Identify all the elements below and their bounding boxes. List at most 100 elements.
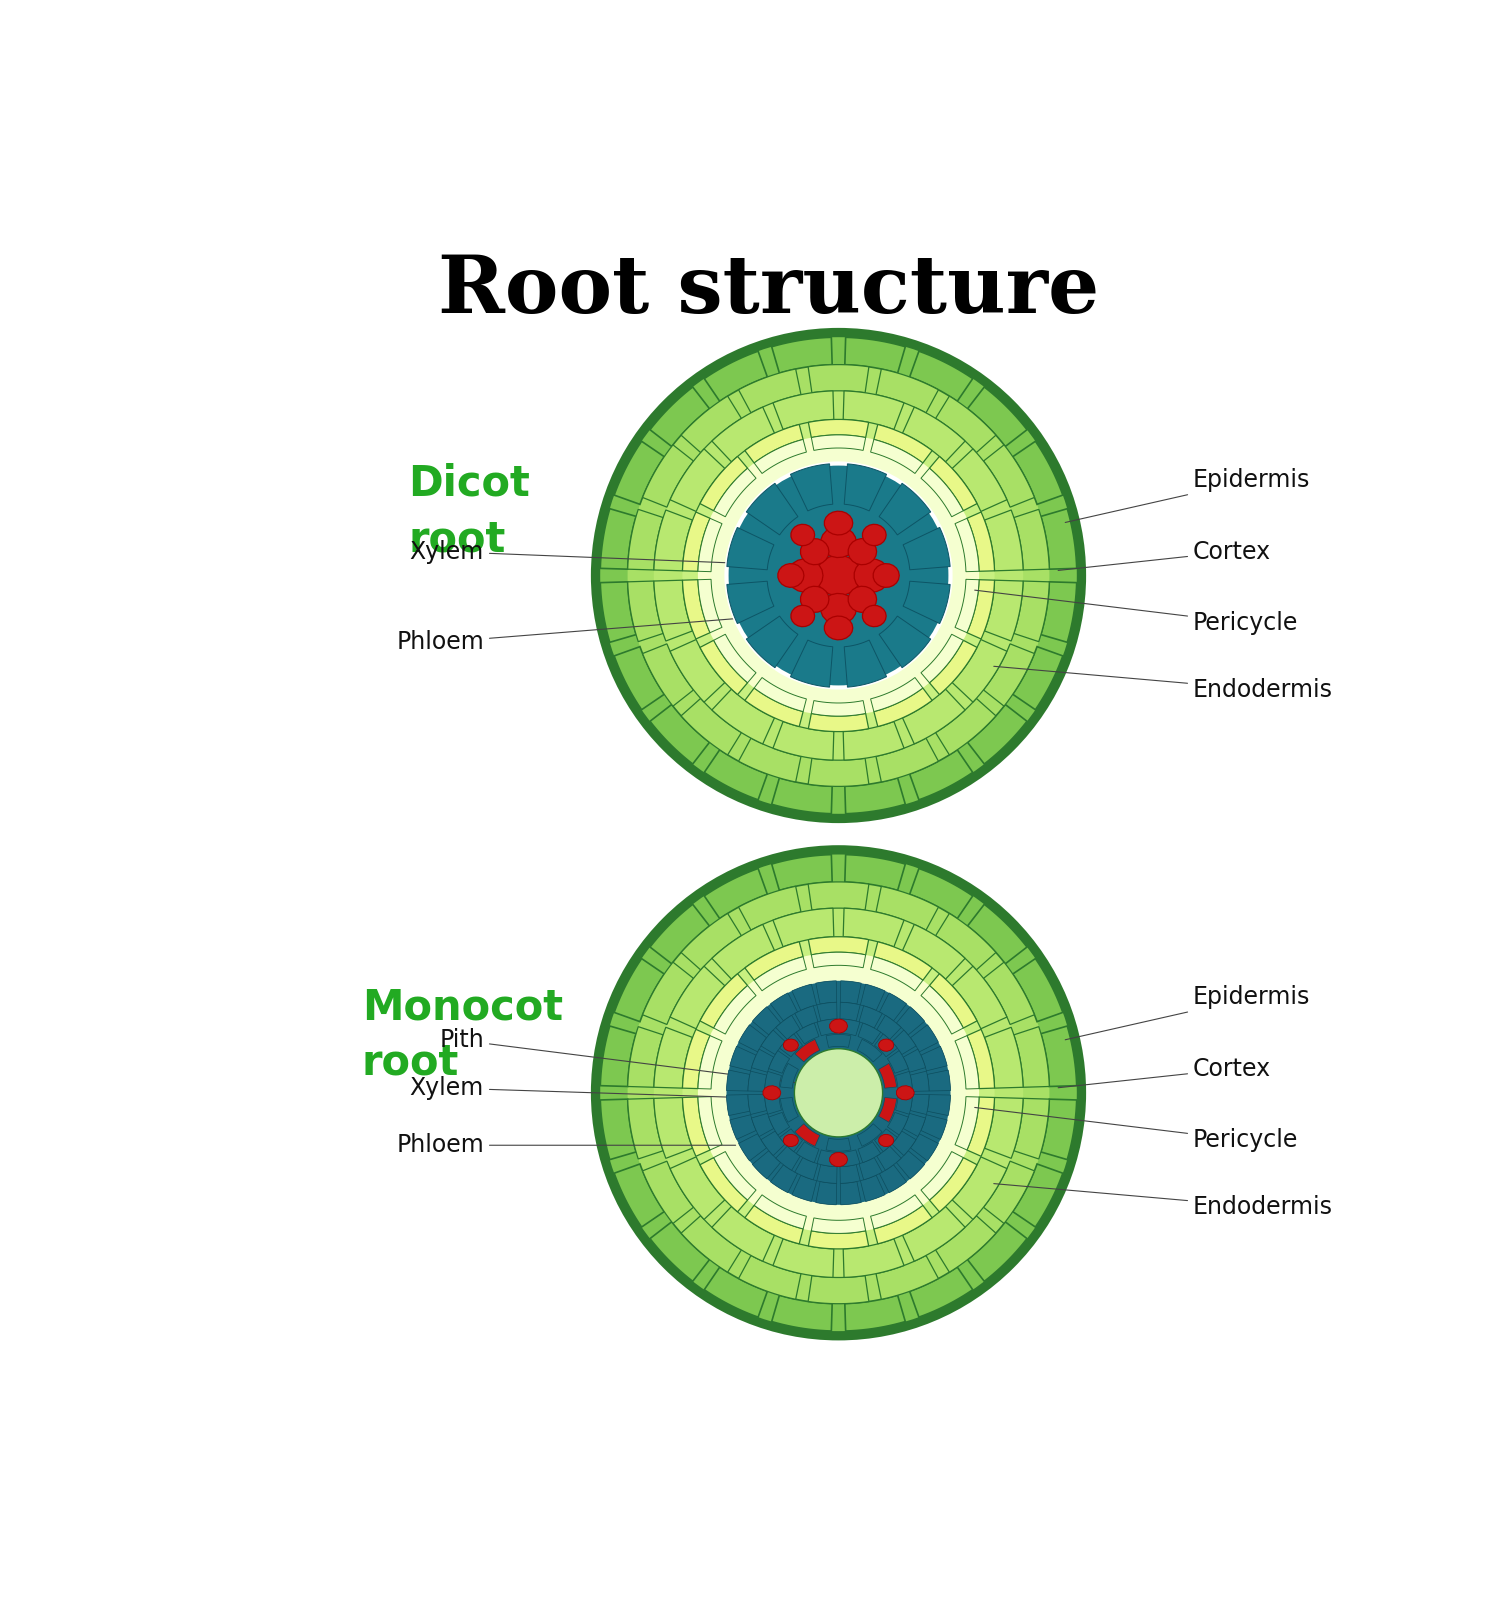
Polygon shape <box>780 1098 798 1122</box>
Polygon shape <box>968 1098 994 1157</box>
Polygon shape <box>772 390 834 429</box>
Polygon shape <box>952 966 1006 1029</box>
Polygon shape <box>874 1034 897 1058</box>
Polygon shape <box>780 1128 802 1152</box>
Polygon shape <box>780 1034 802 1058</box>
Polygon shape <box>776 1016 801 1040</box>
Text: Endodermis: Endodermis <box>994 666 1334 702</box>
Polygon shape <box>909 869 972 918</box>
Polygon shape <box>705 1267 768 1317</box>
Polygon shape <box>830 1152 848 1166</box>
Text: Cortex: Cortex <box>1058 539 1270 571</box>
Polygon shape <box>921 469 963 517</box>
Polygon shape <box>897 1150 924 1179</box>
Polygon shape <box>754 957 807 990</box>
Polygon shape <box>876 1016 902 1040</box>
Polygon shape <box>874 1205 932 1243</box>
Polygon shape <box>827 1138 850 1150</box>
Circle shape <box>591 845 1086 1341</box>
Polygon shape <box>870 677 922 712</box>
Polygon shape <box>816 555 861 595</box>
Polygon shape <box>771 1296 832 1331</box>
Polygon shape <box>754 440 807 474</box>
Text: Pericycle: Pericycle <box>975 1107 1299 1152</box>
Polygon shape <box>956 518 980 571</box>
Polygon shape <box>771 854 832 890</box>
Polygon shape <box>642 962 693 1024</box>
Polygon shape <box>772 1238 834 1277</box>
Polygon shape <box>843 909 904 947</box>
Polygon shape <box>968 512 994 571</box>
Polygon shape <box>752 1050 774 1072</box>
Polygon shape <box>650 904 710 963</box>
Polygon shape <box>909 750 972 800</box>
Polygon shape <box>682 1029 709 1088</box>
Polygon shape <box>792 984 816 1011</box>
Polygon shape <box>876 1146 902 1170</box>
Circle shape <box>591 328 1086 822</box>
Circle shape <box>711 448 966 702</box>
Circle shape <box>627 365 1050 787</box>
Circle shape <box>600 338 1077 814</box>
Text: Epidermis: Epidermis <box>1065 469 1311 523</box>
Polygon shape <box>600 1099 636 1160</box>
Circle shape <box>711 965 966 1221</box>
Polygon shape <box>879 1134 894 1147</box>
Polygon shape <box>650 387 710 446</box>
Polygon shape <box>876 1256 939 1299</box>
Polygon shape <box>903 690 964 744</box>
Polygon shape <box>956 1035 980 1090</box>
Polygon shape <box>984 962 1035 1024</box>
Polygon shape <box>859 1157 882 1179</box>
Circle shape <box>726 464 951 688</box>
Polygon shape <box>936 1216 996 1272</box>
Polygon shape <box>984 643 1035 706</box>
Polygon shape <box>818 1165 837 1184</box>
Polygon shape <box>712 406 774 462</box>
Polygon shape <box>796 1022 819 1043</box>
Circle shape <box>600 854 1077 1331</box>
Polygon shape <box>752 1114 774 1136</box>
Text: Phloem: Phloem <box>396 619 735 654</box>
Polygon shape <box>760 1131 784 1155</box>
Polygon shape <box>876 370 939 413</box>
Polygon shape <box>681 914 741 970</box>
Text: Phloem: Phloem <box>396 1133 735 1157</box>
Polygon shape <box>956 1096 980 1150</box>
Polygon shape <box>858 1142 880 1163</box>
Polygon shape <box>748 1094 766 1115</box>
Polygon shape <box>856 1123 882 1146</box>
Polygon shape <box>808 1230 868 1250</box>
Polygon shape <box>816 981 837 1005</box>
Polygon shape <box>714 634 756 683</box>
Circle shape <box>654 909 1023 1277</box>
Polygon shape <box>700 974 747 1029</box>
Polygon shape <box>796 1142 819 1163</box>
Polygon shape <box>778 563 804 587</box>
Polygon shape <box>879 1038 894 1051</box>
Polygon shape <box>858 1022 880 1043</box>
Polygon shape <box>870 440 922 474</box>
Polygon shape <box>808 1275 868 1304</box>
Polygon shape <box>730 1115 756 1139</box>
Polygon shape <box>873 563 900 587</box>
Polygon shape <box>1041 582 1077 642</box>
Polygon shape <box>909 350 972 402</box>
Polygon shape <box>910 1070 928 1091</box>
Polygon shape <box>748 1070 766 1091</box>
Polygon shape <box>772 909 834 947</box>
Polygon shape <box>627 581 663 642</box>
Polygon shape <box>808 365 868 392</box>
Polygon shape <box>844 1296 906 1331</box>
Polygon shape <box>790 640 832 686</box>
Polygon shape <box>956 579 980 632</box>
Polygon shape <box>801 586 830 613</box>
Polygon shape <box>1041 509 1077 570</box>
Polygon shape <box>903 1206 964 1261</box>
Polygon shape <box>968 704 1028 765</box>
Polygon shape <box>888 1112 909 1134</box>
Polygon shape <box>682 512 709 571</box>
Polygon shape <box>642 1162 693 1224</box>
Polygon shape <box>968 387 1028 446</box>
Polygon shape <box>627 1027 663 1088</box>
